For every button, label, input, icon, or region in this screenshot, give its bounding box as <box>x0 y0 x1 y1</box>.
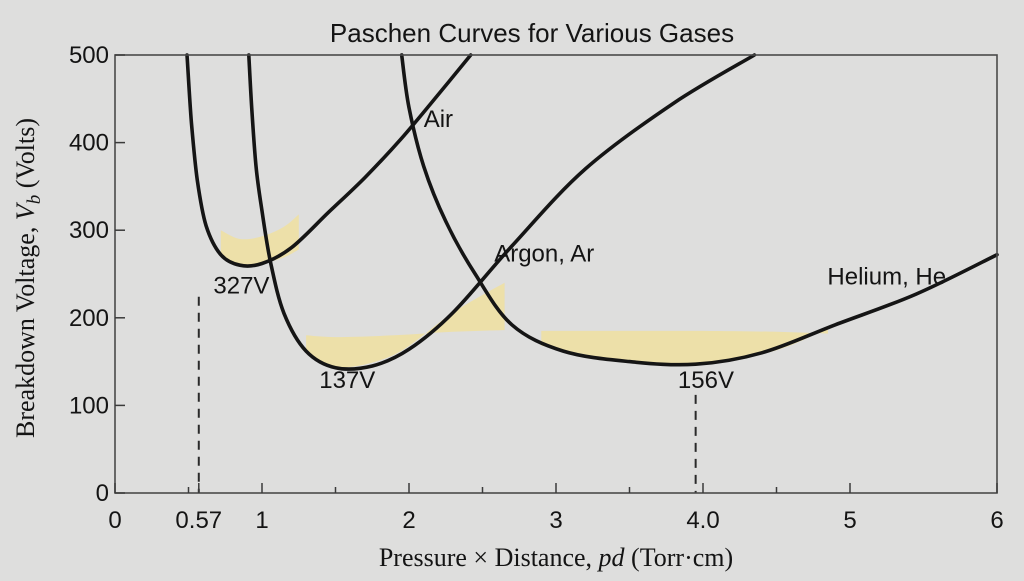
y-tick-label: 400 <box>69 130 109 157</box>
x-tick-label: 1 <box>255 507 268 534</box>
x-axis-ticks: 0 0.57 1 2 3 4.0 5 6 <box>108 483 1004 534</box>
y-axis-label-text: Breakdown Voltage, <box>11 220 40 438</box>
curves <box>185 53 999 371</box>
highlight-band-helium-he <box>541 328 828 366</box>
x-tick-label: 2 <box>402 507 415 534</box>
y-axis-label-sub: b <box>24 195 45 205</box>
annotation-helium-he: Helium, He <box>827 264 946 291</box>
x-tick-label: 5 <box>843 507 856 534</box>
y-tick-label: 300 <box>69 217 109 244</box>
annotation-air: Air <box>424 106 453 133</box>
highlight-band-air <box>220 214 299 266</box>
highlight-band-argon-ar <box>306 282 505 368</box>
chart-title: Paschen Curves for Various Gases <box>330 18 734 48</box>
x-tick-label: 4.0 <box>686 507 719 534</box>
y-axis-label-var: V <box>11 201 40 220</box>
annotation-156v: 156V <box>678 367 734 394</box>
x-axis-label-text: Pressure × Distance, <box>379 543 599 572</box>
x-tick-label: 0 <box>108 507 121 534</box>
x-axis-label-unit: (Torr·cm) <box>625 543 734 572</box>
annotation-argon-ar: Argon, Ar <box>494 241 594 268</box>
y-tick-label: 500 <box>69 42 109 69</box>
y-tick-label: 0 <box>96 480 109 507</box>
series-line-argon-ar <box>247 53 757 371</box>
series-line-helium-he <box>399 53 999 367</box>
x-axis-label: Pressure × Distance, pd (Torr·cm) <box>379 543 733 572</box>
y-tick-label: 100 <box>69 392 109 419</box>
highlight-bands <box>220 214 828 368</box>
annotation-137v: 137V <box>319 367 375 394</box>
y-axis-label: Breakdown Voltage, Vb (Volts) <box>11 118 45 438</box>
x-tick-label: 3 <box>549 507 562 534</box>
series-line-air <box>185 53 473 268</box>
dashed-markers <box>197 296 697 493</box>
annotations: Air Argon, Ar Helium, He 327V 137V 156V <box>213 106 946 394</box>
x-tick-label: 6 <box>990 507 1003 534</box>
annotation-327v: 327V <box>213 272 269 299</box>
y-tick-label: 200 <box>69 305 109 332</box>
y-axis-ticks: 0 100 200 300 400 500 <box>69 42 125 507</box>
x-axis-label-var: pd <box>597 543 626 572</box>
x-tick-label: 0.57 <box>175 507 222 534</box>
y-axis-label-unit: (Volts) <box>11 118 40 195</box>
